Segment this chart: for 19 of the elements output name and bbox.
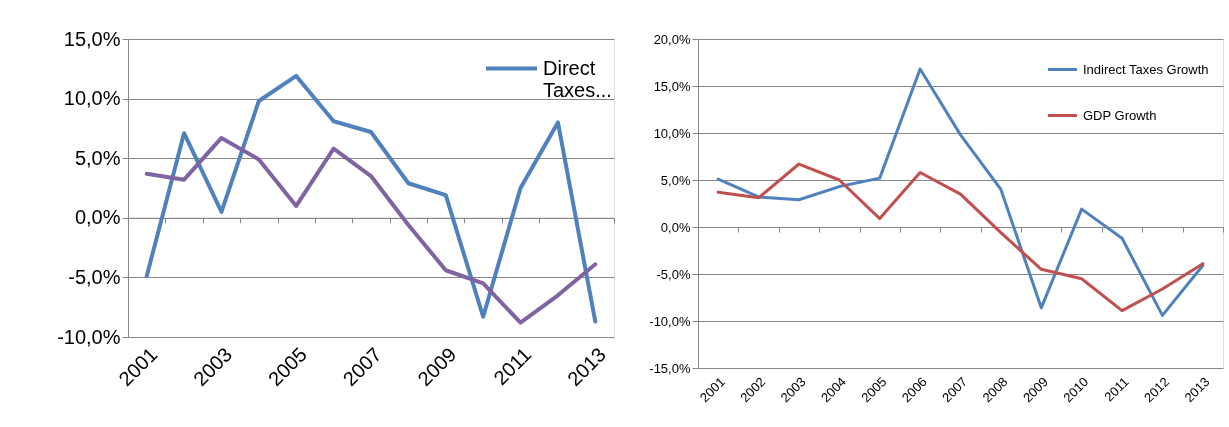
- y-tick-label: 10,0%: [63, 87, 121, 110]
- y-tick-label: -15,0%: [649, 360, 691, 376]
- y-tick-label: 0,0%: [74, 206, 121, 229]
- y-tick-label: -5,0%: [68, 265, 121, 288]
- legend-label: GDP Growth: [1083, 107, 1157, 123]
- line-series: [716, 162, 1205, 313]
- y-tick-label: 5,0%: [74, 146, 121, 169]
- y-tick-label: 15,0%: [63, 27, 121, 50]
- y-tick-label: -10,0%: [649, 313, 691, 329]
- y-tick-label: -10,0%: [57, 325, 121, 348]
- y-tick-label: 10,0%: [653, 125, 691, 141]
- legend-label: Indirect Taxes Growth: [1083, 61, 1209, 77]
- y-tick-label: -5,0%: [656, 266, 691, 282]
- y-tick-label: 15,0%: [653, 78, 691, 94]
- y-tick-label: 5,0%: [660, 172, 691, 188]
- legend-label: Direct Taxes...: [543, 56, 612, 101]
- y-tick-label: 0,0%: [660, 219, 691, 235]
- line-series: [144, 135, 598, 325]
- y-tick-label: 20,0%: [653, 31, 691, 47]
